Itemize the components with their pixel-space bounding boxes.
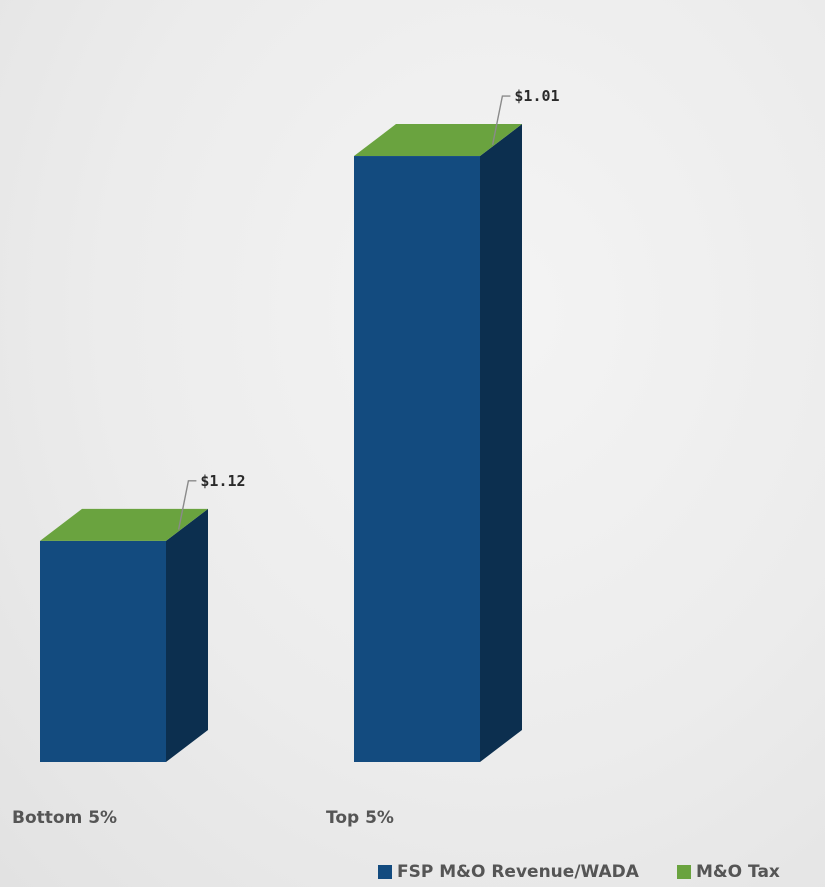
leader-line-1 [491, 95, 511, 145]
legend-label-revenue: FSP M&O Revenue/WADA [397, 862, 639, 882]
data-label-1: $1.01 [514, 87, 559, 105]
category-label-0: Bottom 5% [12, 808, 117, 828]
bar-bottom-5 [40, 508, 208, 762]
legend-item-revenue: FSP M&O Revenue/WADA [378, 862, 639, 882]
legend: FSP M&O Revenue/WADA M&O Tax [378, 862, 780, 882]
bar-front-0 [40, 540, 166, 762]
bar-tax-cap-0 [40, 508, 208, 541]
legend-swatch-revenue [378, 865, 392, 879]
bar-side-1 [480, 124, 522, 763]
legend-label-tax: M&O Tax [695, 862, 780, 882]
labels-layer: $1.12 $1.01 [177, 87, 560, 530]
legend-swatch-tax [676, 865, 691, 879]
leader-line-0 [177, 480, 197, 530]
category-labels: Bottom 5% Top 5% [12, 808, 394, 828]
bars-layer [40, 124, 522, 763]
bar-tax-cap-1 [354, 124, 522, 157]
data-label-0: $1.12 [200, 472, 245, 490]
bar-top-5 [354, 124, 522, 763]
bar-side-0 [166, 508, 208, 762]
legend-item-tax: M&O Tax [676, 862, 780, 882]
bar-front-1 [354, 156, 480, 763]
category-label-1: Top 5% [326, 808, 394, 828]
